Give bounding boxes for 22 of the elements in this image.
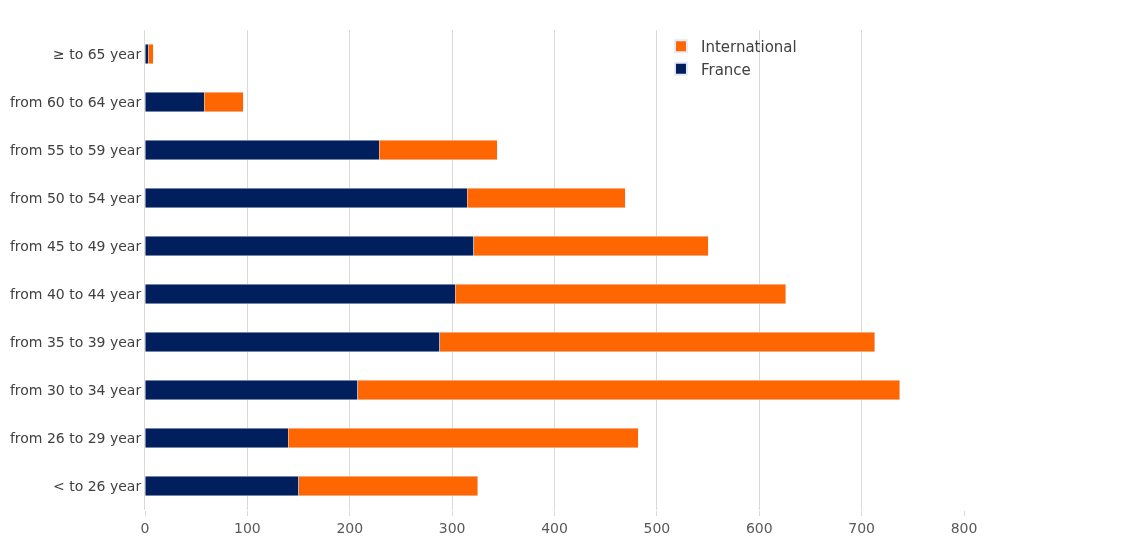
legend-label: France [700,60,751,79]
y-tick-label: from 26 to 29 year [9,429,142,446]
x-tick-label: 800 [950,519,978,536]
x-tick-label: 400 [541,519,568,536]
x-tick-label: 500 [643,519,671,536]
y-tick-label: from 55 to 59 year [9,141,142,158]
y-tick-label: ≥ to 65 year [53,45,142,62]
x-tick-label: 600 [745,519,773,536]
legend-label: International [700,38,797,57]
y-tick-label: from 50 to 54 year [9,189,142,206]
y-tick-label: from 40 to 44 year [9,285,142,302]
y-tick-label: from 60 to 64 year [9,93,142,110]
x-tick-label: 300 [438,519,466,536]
y-tick-label: < to 26 year [53,477,142,494]
x-tick-label: 100 [234,519,261,536]
x-tick-label: 700 [848,519,875,536]
x-tick-label: 200 [336,519,364,536]
y-tick-label: from 35 to 39 year [9,333,142,350]
y-tick-label: from 45 to 49 year [9,237,142,254]
bar [147,44,154,64]
x-tick-label: 0 [140,519,150,536]
y-tick-label: from 30 to 34 year [9,381,142,398]
